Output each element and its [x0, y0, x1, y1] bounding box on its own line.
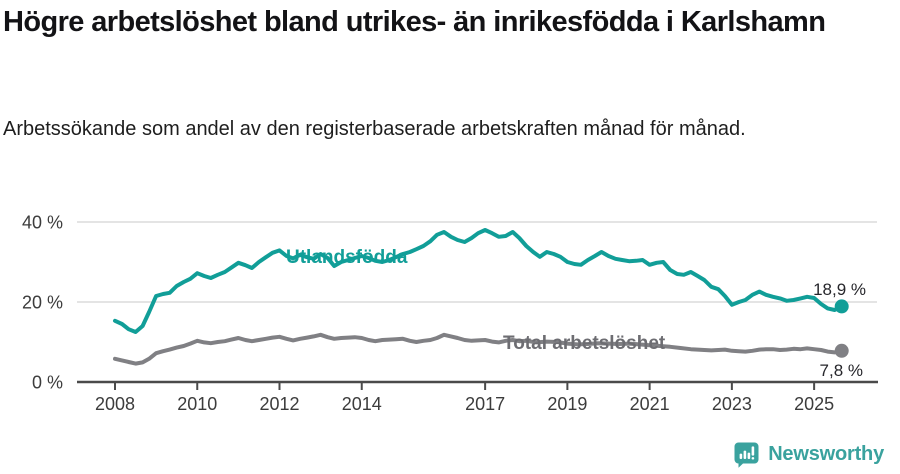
y-axis-tick-label: 40 % [22, 213, 63, 233]
series-label-total-arbetsloshet: Total arbetslöshet [503, 333, 666, 354]
x-axis-tick-label: 2014 [342, 394, 382, 414]
series-end-dot-total-arbetsloshet [834, 343, 849, 358]
series-label-utlandsfodda: Utlandsfödda [286, 247, 408, 268]
x-axis-tick-label: 2012 [259, 394, 299, 414]
y-axis: 0 % 20 % 40 % [22, 213, 63, 393]
x-axis-tick-label: 2021 [630, 394, 670, 414]
x-axis-tick-label: 2010 [177, 394, 217, 414]
x-axis-tick-label: 2019 [547, 394, 587, 414]
x-axis-tick-label: 2017 [465, 394, 505, 414]
x-axis: 2008 2010 2012 2014 2017 2019 2021 2023 2025 [95, 383, 834, 414]
logo-bar-chart-glyph [739, 446, 755, 460]
series-end-dot-utlandsfodda [834, 299, 849, 314]
series-lines [113, 228, 849, 366]
chart-title: Högre arbetslöshet bland utrikes- än inr… [3, 6, 826, 38]
end-value-label-utlandsfodda: 18,9 % [813, 280, 866, 299]
x-axis-tick-label: 2008 [95, 394, 135, 414]
newsworthy-logo-text: Newsworthy [768, 443, 884, 465]
series-line-utlandsfodda [113, 228, 844, 334]
y-axis-tick-label: 20 % [22, 293, 63, 313]
newsworthy-logo-icon [734, 442, 759, 468]
end-value-label-total-arbetsloshet: 7,8 % [820, 361, 863, 380]
chart-subtitle: Arbetssökande som andel av den registerb… [3, 118, 746, 140]
series-line-total-arbetsloshet [113, 332, 844, 366]
newsworthy-logo[interactable]: Newsworthy [733, 441, 884, 468]
x-axis-tick-label: 2025 [794, 394, 834, 414]
logo-speech-bubble [734, 442, 759, 468]
y-axis-tick-label: 0 % [32, 373, 63, 393]
x-axis-tick-label: 2023 [712, 394, 752, 414]
